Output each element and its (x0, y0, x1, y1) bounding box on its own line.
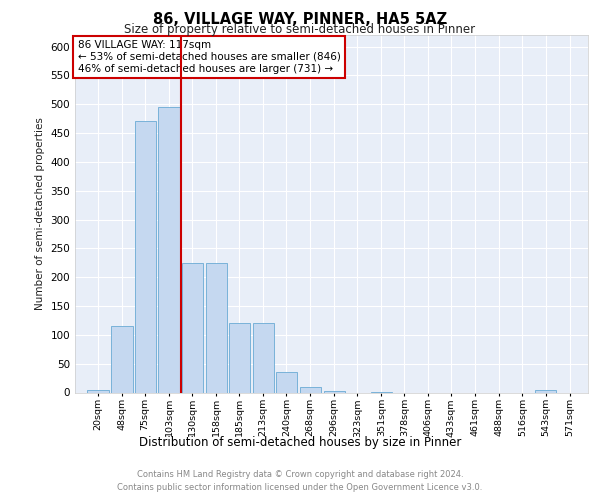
Bar (275, 372, 297, 392)
Text: Contains HM Land Registry data © Crown copyright and database right 2024.
Contai: Contains HM Land Registry data © Crown c… (118, 470, 482, 492)
Bar (229, 324, 250, 392)
Bar (134, 122, 156, 392)
Bar (88, 390, 109, 392)
Y-axis label: Number of semi-detached properties: Number of semi-detached properties (35, 118, 45, 310)
Bar (535, 390, 556, 392)
Bar (299, 386, 321, 392)
Bar (158, 107, 180, 393)
Text: Size of property relative to semi-detached houses in Pinner: Size of property relative to semi-detach… (124, 22, 476, 36)
Text: Distribution of semi-detached houses by size in Pinner: Distribution of semi-detached houses by … (139, 436, 461, 449)
Bar (112, 326, 133, 392)
Bar (182, 263, 203, 392)
Text: 86, VILLAGE WAY, PINNER, HA5 5AZ: 86, VILLAGE WAY, PINNER, HA5 5AZ (153, 12, 447, 28)
Bar (206, 263, 227, 392)
Text: 86 VILLAGE WAY: 117sqm
← 53% of semi-detached houses are smaller (846)
46% of se: 86 VILLAGE WAY: 117sqm ← 53% of semi-det… (77, 40, 340, 74)
Bar (253, 324, 274, 392)
